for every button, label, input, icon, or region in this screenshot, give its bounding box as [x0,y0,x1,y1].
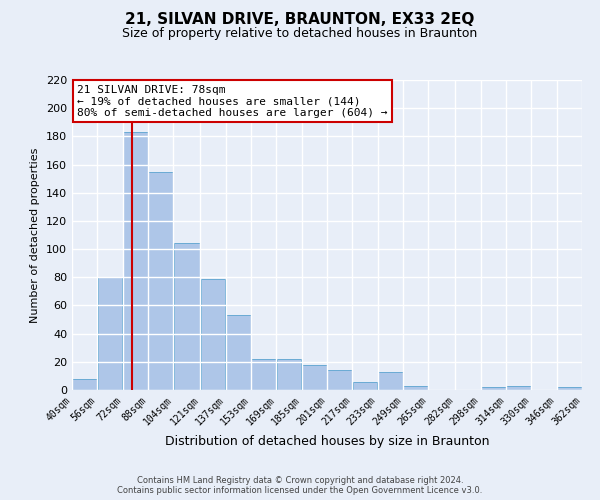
Text: 21, SILVAN DRIVE, BRAUNTON, EX33 2EQ: 21, SILVAN DRIVE, BRAUNTON, EX33 2EQ [125,12,475,28]
Bar [557,387,582,390]
Bar [72,378,97,390]
Text: 21 SILVAN DRIVE: 78sqm
← 19% of detached houses are smaller (144)
80% of semi-de: 21 SILVAN DRIVE: 78sqm ← 19% of detached… [77,84,388,118]
Text: Size of property relative to detached houses in Braunton: Size of property relative to detached ho… [122,28,478,40]
Bar [302,364,327,390]
Bar [506,386,531,390]
Bar [353,382,377,390]
Bar [173,244,200,390]
Bar [148,172,173,390]
Bar [481,387,506,390]
Bar [123,132,148,390]
Bar [277,359,301,390]
Bar [98,278,122,390]
Bar [200,278,226,390]
Bar [403,386,428,390]
Y-axis label: Number of detached properties: Number of detached properties [31,148,40,322]
Bar [226,316,251,390]
Bar [327,370,352,390]
X-axis label: Distribution of detached houses by size in Braunton: Distribution of detached houses by size … [165,435,489,448]
Text: Contains HM Land Registry data © Crown copyright and database right 2024.
Contai: Contains HM Land Registry data © Crown c… [118,476,482,495]
Bar [251,359,276,390]
Bar [378,372,403,390]
